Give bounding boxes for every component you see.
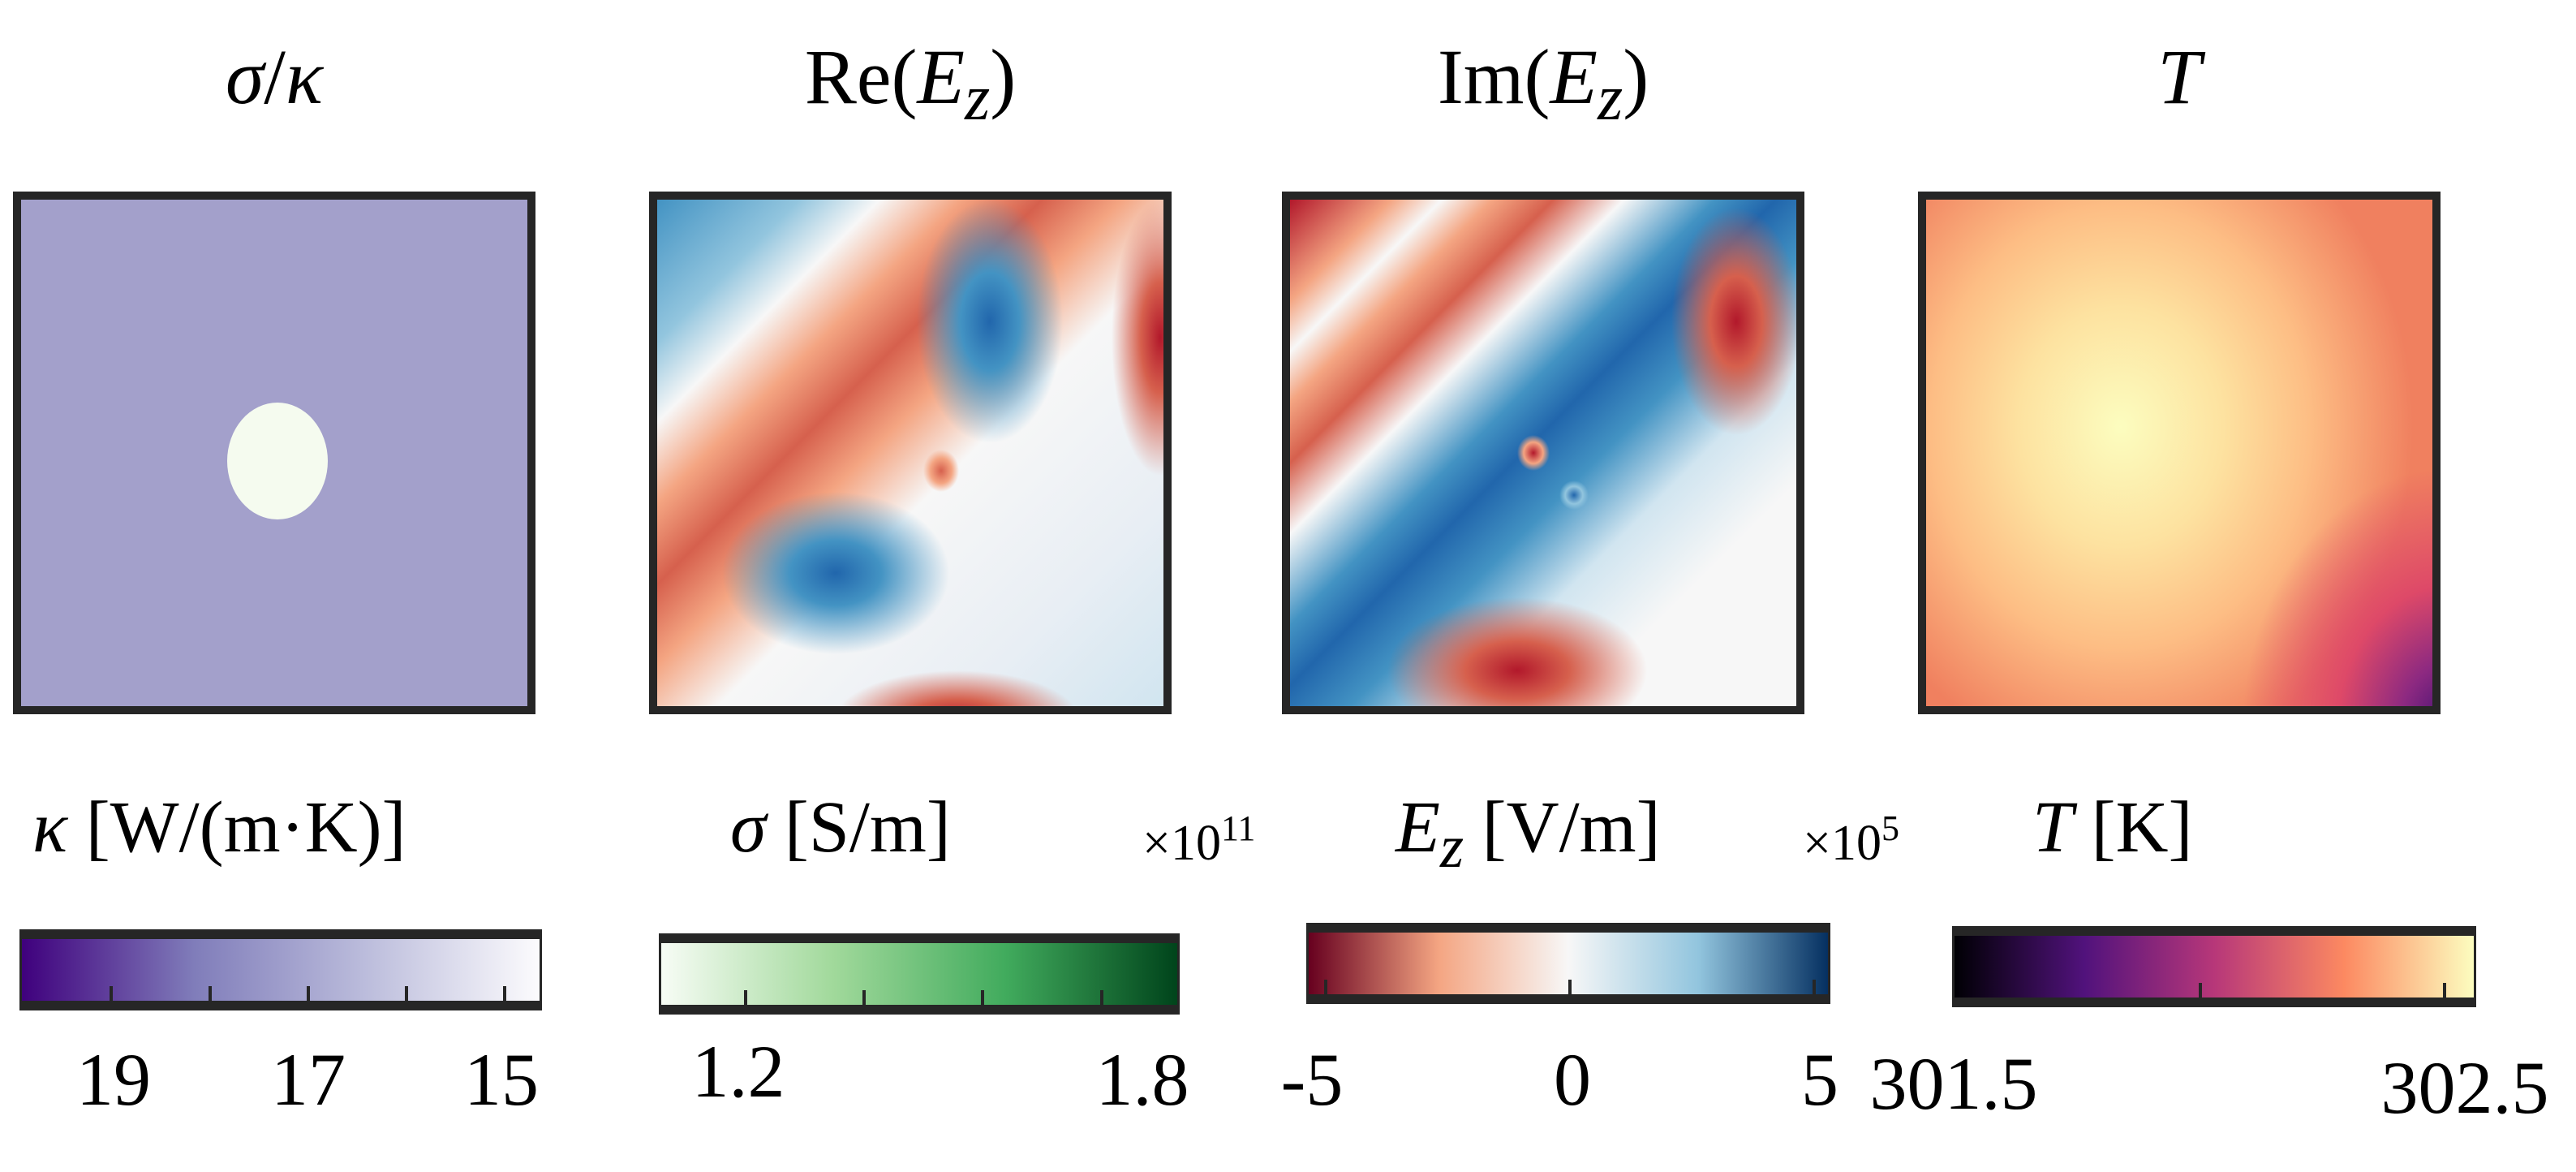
colorbar-tick xyxy=(110,986,114,1001)
panel-title-re-ez: Re(Ez) xyxy=(649,32,1172,143)
tick-label: 19 xyxy=(76,1038,151,1121)
panel-title-sigma-kappa: σ/κ xyxy=(13,32,535,122)
heatmap-temperature xyxy=(1918,192,2441,714)
colorbar-tick xyxy=(1812,980,1816,994)
colorbar-tick xyxy=(2442,983,2446,997)
colorbar-tick xyxy=(306,986,310,1001)
heatmap-im-ez xyxy=(1282,192,1804,714)
title-var: T xyxy=(2157,33,2201,120)
cb-var: E xyxy=(1396,787,1440,868)
cb-exp: 11 xyxy=(1220,808,1256,848)
title-var: E xyxy=(1550,33,1598,120)
title-sub: z xyxy=(965,62,991,135)
colorbar-tick xyxy=(405,986,409,1001)
cb-unit: [K] xyxy=(2091,787,2193,868)
tick-label: 301.5 xyxy=(1869,1042,2038,1125)
title-pre: Re( xyxy=(804,33,918,120)
heatmap-re-ez xyxy=(649,192,1172,714)
tick-label: 0 xyxy=(1554,1038,1591,1121)
cb-unit: [S/m] xyxy=(784,787,951,868)
colorbar-tick xyxy=(1324,980,1328,994)
tick-label: -5 xyxy=(1280,1038,1344,1121)
panel-title-t: T xyxy=(1918,32,2441,122)
cb-sub: z xyxy=(1439,813,1464,881)
title-sep: / xyxy=(264,33,286,120)
tick-label: 5 xyxy=(1801,1038,1838,1121)
colorbar-multiplier-ez: ×105 xyxy=(1803,808,1899,873)
colorbar-tick xyxy=(1099,990,1103,1005)
colorbar-tick xyxy=(503,986,507,1001)
colorbar-tick xyxy=(743,990,747,1005)
colorbar-tick xyxy=(2198,983,2202,997)
colorbar-tick xyxy=(1568,980,1572,994)
title-var: E xyxy=(917,33,965,120)
title-post: ) xyxy=(990,33,1017,120)
title-pre: Im( xyxy=(1437,33,1550,120)
colorbar-kappa xyxy=(19,929,542,1010)
cb-mult: ×10 xyxy=(1142,816,1221,871)
tick-label: 17 xyxy=(271,1038,346,1121)
colorbar-tick xyxy=(208,986,212,1001)
tick-label: 1.2 xyxy=(691,1030,785,1113)
panel-title-im-ez: Im(Ez) xyxy=(1282,32,1804,143)
heatmap-sigma-kappa xyxy=(13,192,535,714)
title-sigma: σ xyxy=(225,33,264,120)
colorbar-ez xyxy=(1306,923,1830,1004)
colorbar-sigma xyxy=(659,933,1180,1015)
inclusion-region xyxy=(227,403,328,519)
tick-label: 1.8 xyxy=(1095,1038,1189,1121)
colorbar-tick xyxy=(981,990,985,1005)
cb-mult: ×10 xyxy=(1803,816,1881,871)
colorbar-label-kappa: κ [W/(m·K)] xyxy=(32,783,406,873)
cb-unit: [W/(m·K)] xyxy=(85,787,406,868)
colorbar-t xyxy=(1952,926,2476,1007)
title-sub: z xyxy=(1598,62,1623,135)
colorbar-multiplier-sigma: ×1011 xyxy=(1142,808,1255,873)
tick-label: 302.5 xyxy=(2380,1046,2549,1129)
title-post: ) xyxy=(1623,33,1649,120)
cb-var: σ xyxy=(730,787,767,868)
colorbar-tick xyxy=(862,990,867,1005)
cb-var: κ xyxy=(32,787,68,868)
tick-label: 15 xyxy=(464,1038,539,1121)
cb-unit: [V/m] xyxy=(1482,787,1661,868)
colorbar-label-ez: Ez [V/m] xyxy=(1396,783,1661,892)
cb-var: T xyxy=(2032,787,2074,868)
cb-exp: 5 xyxy=(1881,808,1899,848)
colorbar-label-sigma: σ [S/m] xyxy=(730,783,951,873)
title-kappa: κ xyxy=(285,33,324,120)
colorbar-label-t: T [K] xyxy=(2032,783,2193,873)
